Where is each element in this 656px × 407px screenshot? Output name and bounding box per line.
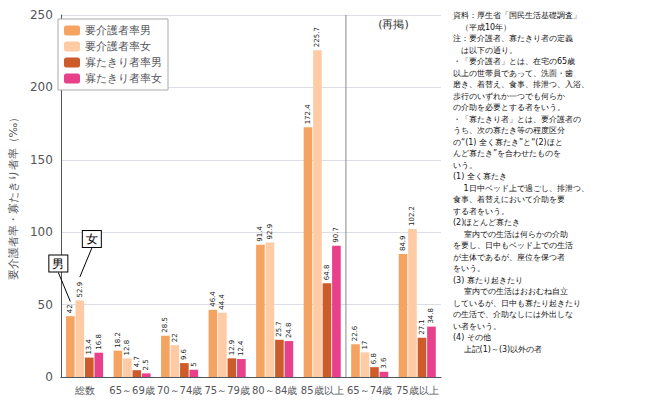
svg-text:の“(1) 全く寡たき”と“(2)ほと: の“(1) 全く寡たき”と“(2)ほと (453, 138, 563, 147)
svg-text:50: 50 (38, 298, 53, 312)
svg-text:しているが、日中も寡たり起きたり: しているが、日中も寡たり起きたり (453, 299, 581, 308)
svg-text:17: 17 (361, 340, 369, 349)
svg-text:室内での生活は何らかの介助: 室内での生活は何らかの介助 (453, 230, 568, 239)
svg-text:は以下の通り。: は以下の通り。 (453, 46, 517, 55)
svg-text:16.8: 16.8 (95, 334, 103, 350)
svg-text:6.8: 6.8 (370, 353, 378, 364)
svg-text:を要し、日中もベッド上での生活: を要し、日中もベッド上での生活 (453, 241, 573, 250)
svg-text:(1) 全く寡たき: (1) 全く寡たき (453, 172, 507, 181)
svg-text:んど寡たき”を合わせたものを: んど寡たき”を合わせたものを (453, 149, 561, 158)
svg-text:250: 250 (30, 8, 53, 22)
svg-text:5: 5 (190, 362, 198, 366)
svg-text:いう。: いう。 (453, 161, 477, 170)
svg-text:42: 42 (66, 304, 74, 313)
svg-text:85歳以上: 85歳以上 (301, 385, 344, 396)
svg-text:総数: 総数 (74, 385, 95, 396)
svg-text:2.5: 2.5 (142, 359, 150, 370)
svg-text:80～84歳: 80～84歳 (252, 385, 297, 396)
svg-text:(2)ほとんど寡たき: (2)ほとんど寡たき (453, 218, 520, 227)
svg-text:0: 0 (45, 370, 53, 384)
svg-text:する者をいう。: する者をいう。 (453, 207, 509, 216)
svg-text:資料：厚生省「国民生活基礎調査」: 資料：厚生省「国民生活基礎調査」 (453, 11, 581, 20)
svg-text:3.6: 3.6 (380, 357, 388, 369)
svg-text:27.1: 27.1 (418, 319, 426, 335)
svg-text:の介助を必要とする者をいう。: の介助を必要とする者をいう。 (453, 103, 565, 112)
svg-text:をいう。: をいう。 (453, 264, 485, 273)
svg-text:24.8: 24.8 (285, 322, 293, 338)
svg-text:以上の世帯員であって、洗面・歯: 以上の世帯員であって、洗面・歯 (453, 69, 573, 78)
svg-text:75歳以上: 75歳以上 (396, 385, 439, 396)
svg-text:12.8: 12.8 (123, 340, 131, 356)
svg-text:磨き、着替え、食事、排泄つ、入浴、: 磨き、着替え、食事、排泄つ、入浴、 (453, 80, 589, 89)
svg-text:52.9: 52.9 (76, 282, 84, 298)
svg-text:寡たきり者率男: 寡たきり者率男 (85, 56, 162, 69)
svg-text:（平成10年）: （平成10年） (453, 23, 511, 32)
svg-text:64.8: 64.8 (323, 265, 331, 281)
svg-text:注：要介護者、寡たきり者の定義: 注：要介護者、寡たきり者の定義 (453, 34, 573, 43)
svg-text:34.8: 34.8 (427, 308, 435, 324)
svg-text:上記(1)～(3)以外の者: 上記(1)～(3)以外の者 (453, 345, 542, 354)
svg-text:22.6: 22.6 (351, 325, 359, 341)
svg-text:100: 100 (30, 225, 53, 239)
svg-text:150: 150 (30, 153, 53, 167)
svg-text:102.2: 102.2 (408, 206, 416, 226)
svg-text:200: 200 (30, 80, 53, 94)
svg-text:70～74歳: 70～74歳 (157, 385, 202, 396)
svg-text:歩行のいずれか一つでも何らか: 歩行のいずれか一つでも何らか (453, 92, 565, 101)
svg-text:要介護者率女: 要介護者率女 (85, 40, 151, 53)
svg-text:12.4: 12.4 (237, 340, 245, 356)
svg-text:90.7: 90.7 (332, 227, 340, 243)
svg-text:28.5: 28.5 (161, 317, 169, 333)
svg-text:食事、着替えにおいて介助を要: 食事、着替えにおいて介助を要 (453, 195, 565, 204)
svg-text:要介護者率・寡たきり者率（‰）: 要介護者率・寡たきり者率（‰） (7, 112, 20, 281)
svg-text:25.7: 25.7 (275, 321, 283, 337)
svg-text:要介護者率男: 要介護者率男 (85, 24, 151, 37)
svg-text:44.4: 44.4 (218, 294, 226, 310)
svg-text:1日中ベッド上で過ごし、排泄つ、: 1日中ベッド上で過ごし、排泄つ、 (453, 184, 589, 193)
svg-text:・「要介護者」とは、在宅の65歳: ・「要介護者」とは、在宅の65歳 (453, 57, 575, 66)
svg-text:92.9: 92.9 (266, 224, 274, 240)
svg-text:の生活で、介助なしには外出しな: の生活で、介助なしには外出しな (453, 310, 573, 319)
svg-text:18.2: 18.2 (114, 332, 122, 348)
svg-text:男: 男 (52, 257, 64, 271)
svg-text:13.4: 13.4 (85, 338, 93, 354)
svg-text:65～69歳: 65～69歳 (109, 385, 154, 396)
svg-text:4.7: 4.7 (133, 356, 141, 367)
svg-text:84.9: 84.9 (399, 235, 407, 251)
svg-text:65～74歳: 65～74歳 (347, 385, 392, 396)
svg-text:女: 女 (86, 232, 98, 246)
svg-text:が主体であるが、座位を保つ者: が主体であるが、座位を保つ者 (453, 253, 565, 262)
svg-text:寡たきり者率女: 寡たきり者率女 (85, 72, 162, 85)
svg-text:うち、次の寡たき等の程度区分: うち、次の寡たき等の程度区分 (453, 126, 565, 135)
svg-text:22: 22 (171, 333, 179, 342)
svg-text:(再掲): (再掲) (378, 18, 409, 31)
svg-text:室内での生活はおおむね自立: 室内での生活はおおむね自立 (453, 287, 568, 296)
svg-text:75～79歳: 75～79歳 (204, 385, 249, 396)
svg-text:(3) 寡たり起きたり: (3) 寡たり起きたり (453, 276, 523, 285)
svg-text:9.6: 9.6 (180, 348, 188, 360)
svg-text:46.4: 46.4 (209, 291, 217, 307)
svg-text:・「寡たきり者」とは、要介護者の: ・「寡たきり者」とは、要介護者の (453, 115, 581, 124)
svg-text:(4) その他: (4) その他 (453, 333, 491, 342)
svg-text:い者をいう。: い者をいう。 (453, 322, 501, 331)
svg-text:225.7: 225.7 (313, 27, 321, 47)
svg-text:91.4: 91.4 (256, 226, 264, 242)
svg-text:12.9: 12.9 (228, 340, 236, 356)
svg-text:172.4: 172.4 (304, 104, 312, 125)
